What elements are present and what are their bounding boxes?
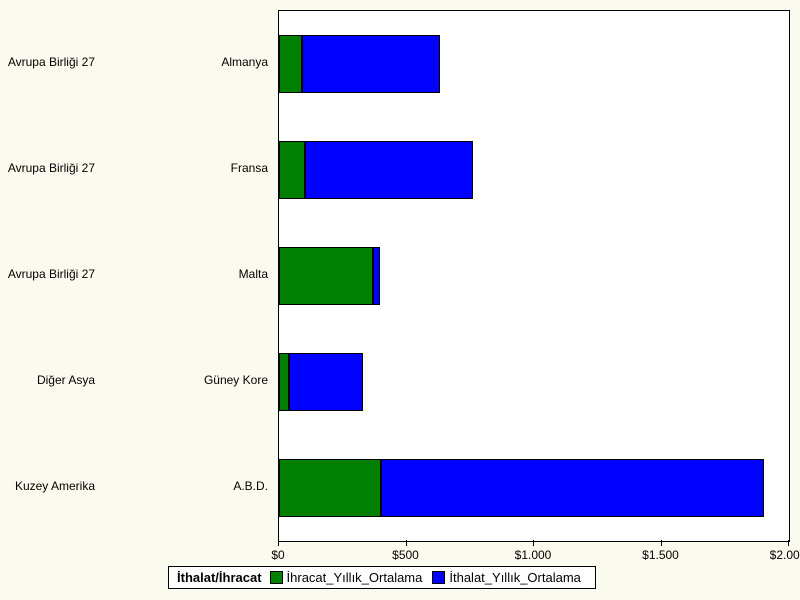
bar-ithalat [289, 353, 363, 411]
y-group-label: Avrupa Birliği 27 [8, 55, 95, 69]
bar-ihracat [279, 141, 305, 199]
bar-ihracat [279, 459, 381, 517]
y-group-label: Diğer Asya [37, 373, 95, 387]
bar-ithalat [373, 247, 379, 305]
legend-label-ihracat: İhracat_Yıllık_Ortalama [287, 570, 423, 585]
y-country-label: Almanya [221, 55, 268, 69]
legend: İthalat/İhracat İhracat_Yıllık_Ortalama İt… [168, 566, 596, 589]
x-tick [661, 540, 662, 546]
bar-ithalat [302, 35, 440, 93]
x-tick [406, 540, 407, 546]
y-country-label: A.B.D. [233, 479, 268, 493]
y-country-label: Malta [239, 267, 268, 281]
x-tick [533, 540, 534, 546]
y-group-label: Avrupa Birliği 27 [8, 267, 95, 281]
x-tick-label: $500 [392, 548, 419, 562]
bar-ihracat [279, 35, 302, 93]
x-tick [278, 540, 279, 546]
y-country-label: Fransa [231, 161, 268, 175]
bar-ihracat [279, 247, 373, 305]
legend-swatch-ithalat [432, 571, 445, 584]
y-country-label: Güney Kore [204, 373, 268, 387]
x-tick-label: $2.000 [770, 548, 800, 562]
bar-ithalat [305, 141, 473, 199]
plot-area [278, 10, 790, 542]
bar-ihracat [279, 353, 289, 411]
x-tick-label: $1.500 [642, 548, 679, 562]
x-tick-label: $0 [271, 548, 284, 562]
y-group-label: Avrupa Birliği 27 [8, 161, 95, 175]
legend-label-ithalat: İthalat_Yıllık_Ortalama [449, 570, 581, 585]
x-tick [788, 540, 789, 546]
legend-title: İthalat/İhracat [177, 570, 262, 585]
bar-ithalat [381, 459, 764, 517]
x-tick-label: $1.000 [515, 548, 552, 562]
y-group-label: Kuzey Amerika [15, 479, 95, 493]
legend-swatch-ihracat [270, 571, 283, 584]
